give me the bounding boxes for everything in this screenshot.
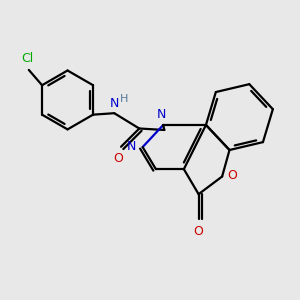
Text: N: N bbox=[127, 140, 136, 153]
Text: O: O bbox=[114, 152, 124, 165]
Text: Cl: Cl bbox=[21, 52, 34, 65]
Text: O: O bbox=[227, 169, 237, 182]
Text: H: H bbox=[119, 94, 128, 104]
Text: N: N bbox=[157, 108, 167, 121]
Text: O: O bbox=[194, 225, 203, 238]
Text: N: N bbox=[110, 97, 119, 110]
